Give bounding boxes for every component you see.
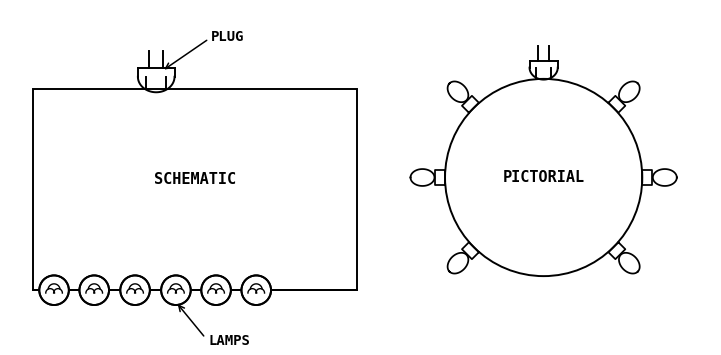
Text: LAMPS: LAMPS [208, 334, 250, 348]
Circle shape [162, 276, 190, 305]
Text: PICTORIAL: PICTORIAL [503, 170, 585, 185]
Text: SCHEMATIC: SCHEMATIC [154, 172, 236, 187]
Circle shape [242, 276, 271, 305]
Circle shape [120, 276, 149, 305]
Bar [33, 89, 357, 290]
Circle shape [80, 276, 109, 305]
Circle shape [202, 276, 231, 305]
Text: PLUG: PLUG [211, 29, 244, 44]
Circle shape [40, 276, 68, 305]
